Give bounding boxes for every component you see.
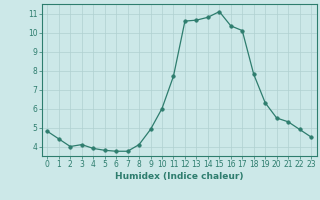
X-axis label: Humidex (Indice chaleur): Humidex (Indice chaleur) [115, 172, 244, 181]
